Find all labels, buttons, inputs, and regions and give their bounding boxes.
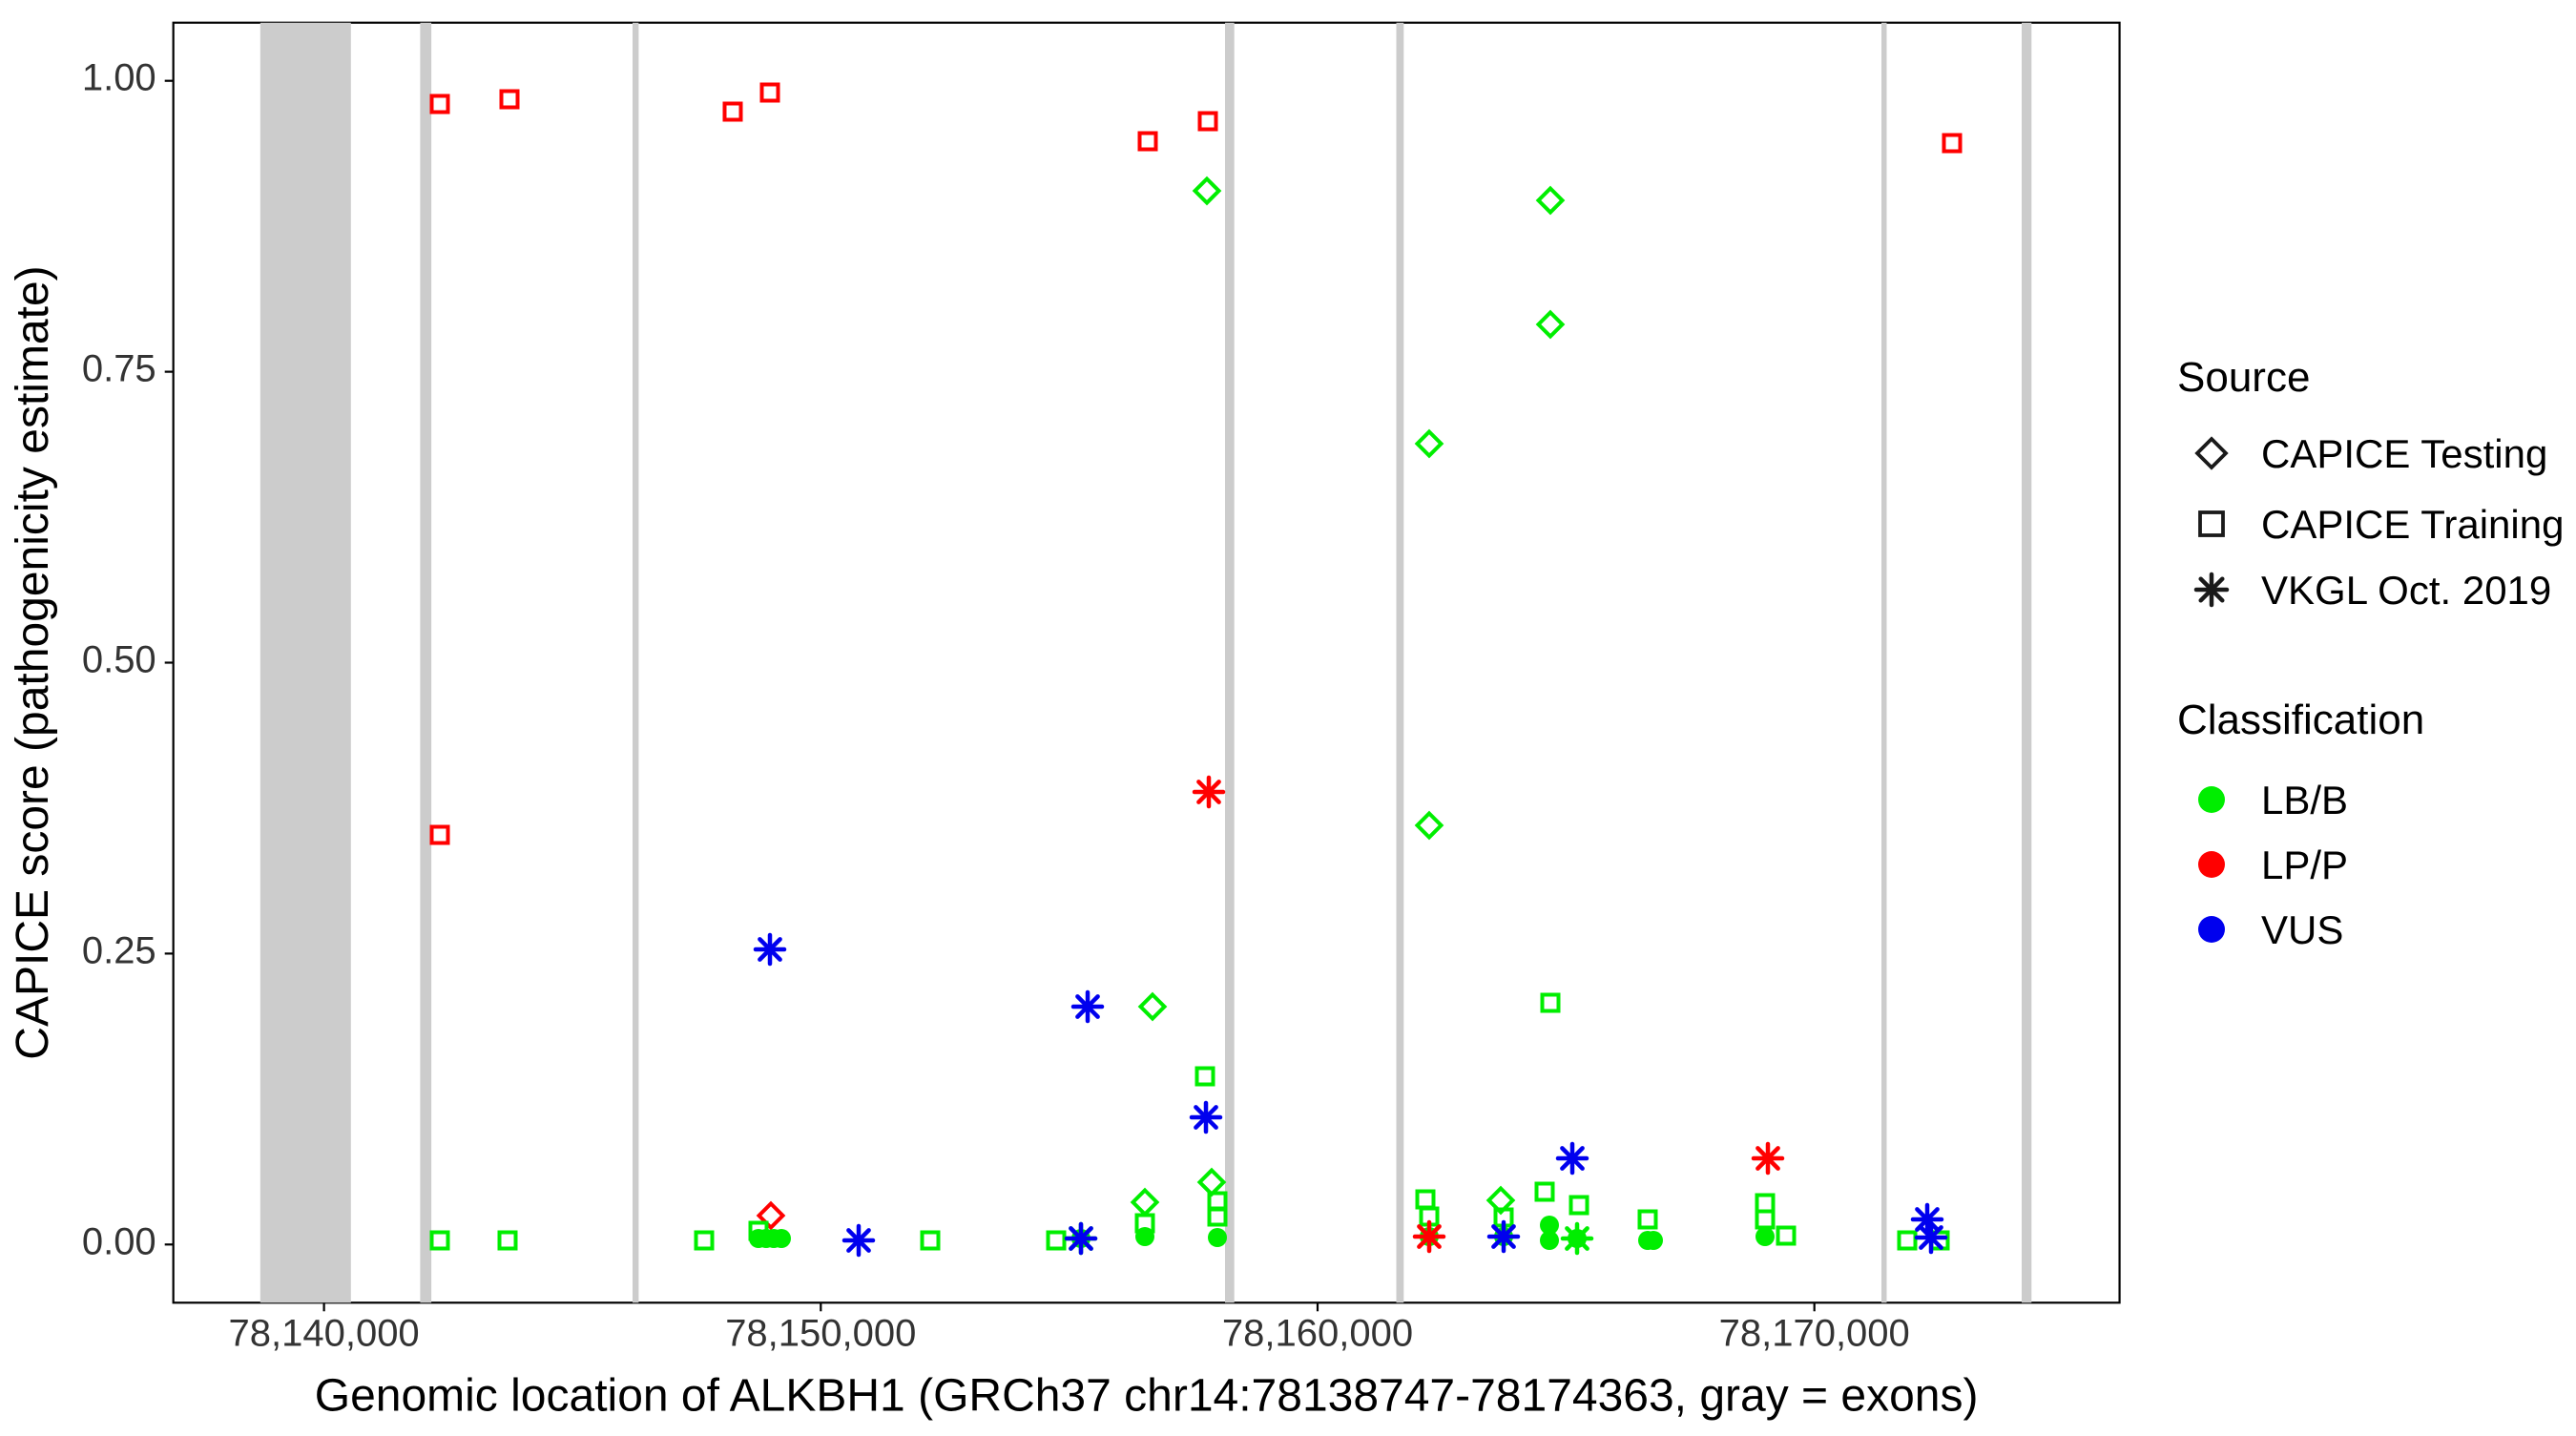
svg-text:Classification: Classification (2177, 697, 2424, 743)
svg-text:1.00: 1.00 (82, 57, 156, 99)
svg-text:0.50: 0.50 (82, 639, 156, 681)
svg-text:78,160,000: 78,160,000 (1222, 1312, 1413, 1354)
svg-text:0.75: 0.75 (82, 348, 156, 390)
svg-text:CAPICE Testing: CAPICE Testing (2261, 431, 2547, 476)
svg-text:VKGL Oct. 2019: VKGL Oct. 2019 (2261, 568, 2551, 613)
svg-text:78,170,000: 78,170,000 (1719, 1312, 1910, 1354)
svg-text:VUS: VUS (2261, 907, 2343, 952)
svg-text:LP/P: LP/P (2261, 843, 2348, 887)
svg-text:0.25: 0.25 (82, 929, 156, 971)
svg-text:CAPICE score (pathogenicity es: CAPICE score (pathogenicity estimate) (8, 265, 58, 1059)
svg-text:0.00: 0.00 (82, 1220, 156, 1262)
svg-text:LB/B: LB/B (2261, 778, 2348, 822)
svg-text:78,150,000: 78,150,000 (725, 1312, 916, 1354)
svg-text:78,140,000: 78,140,000 (228, 1312, 419, 1354)
svg-text:CAPICE Training: CAPICE Training (2261, 502, 2564, 547)
svg-text:Genomic location of ALKBH1 (GR: Genomic location of ALKBH1 (GRCh37 chr14… (315, 1370, 1979, 1421)
svg-text:Source: Source (2177, 354, 2310, 401)
